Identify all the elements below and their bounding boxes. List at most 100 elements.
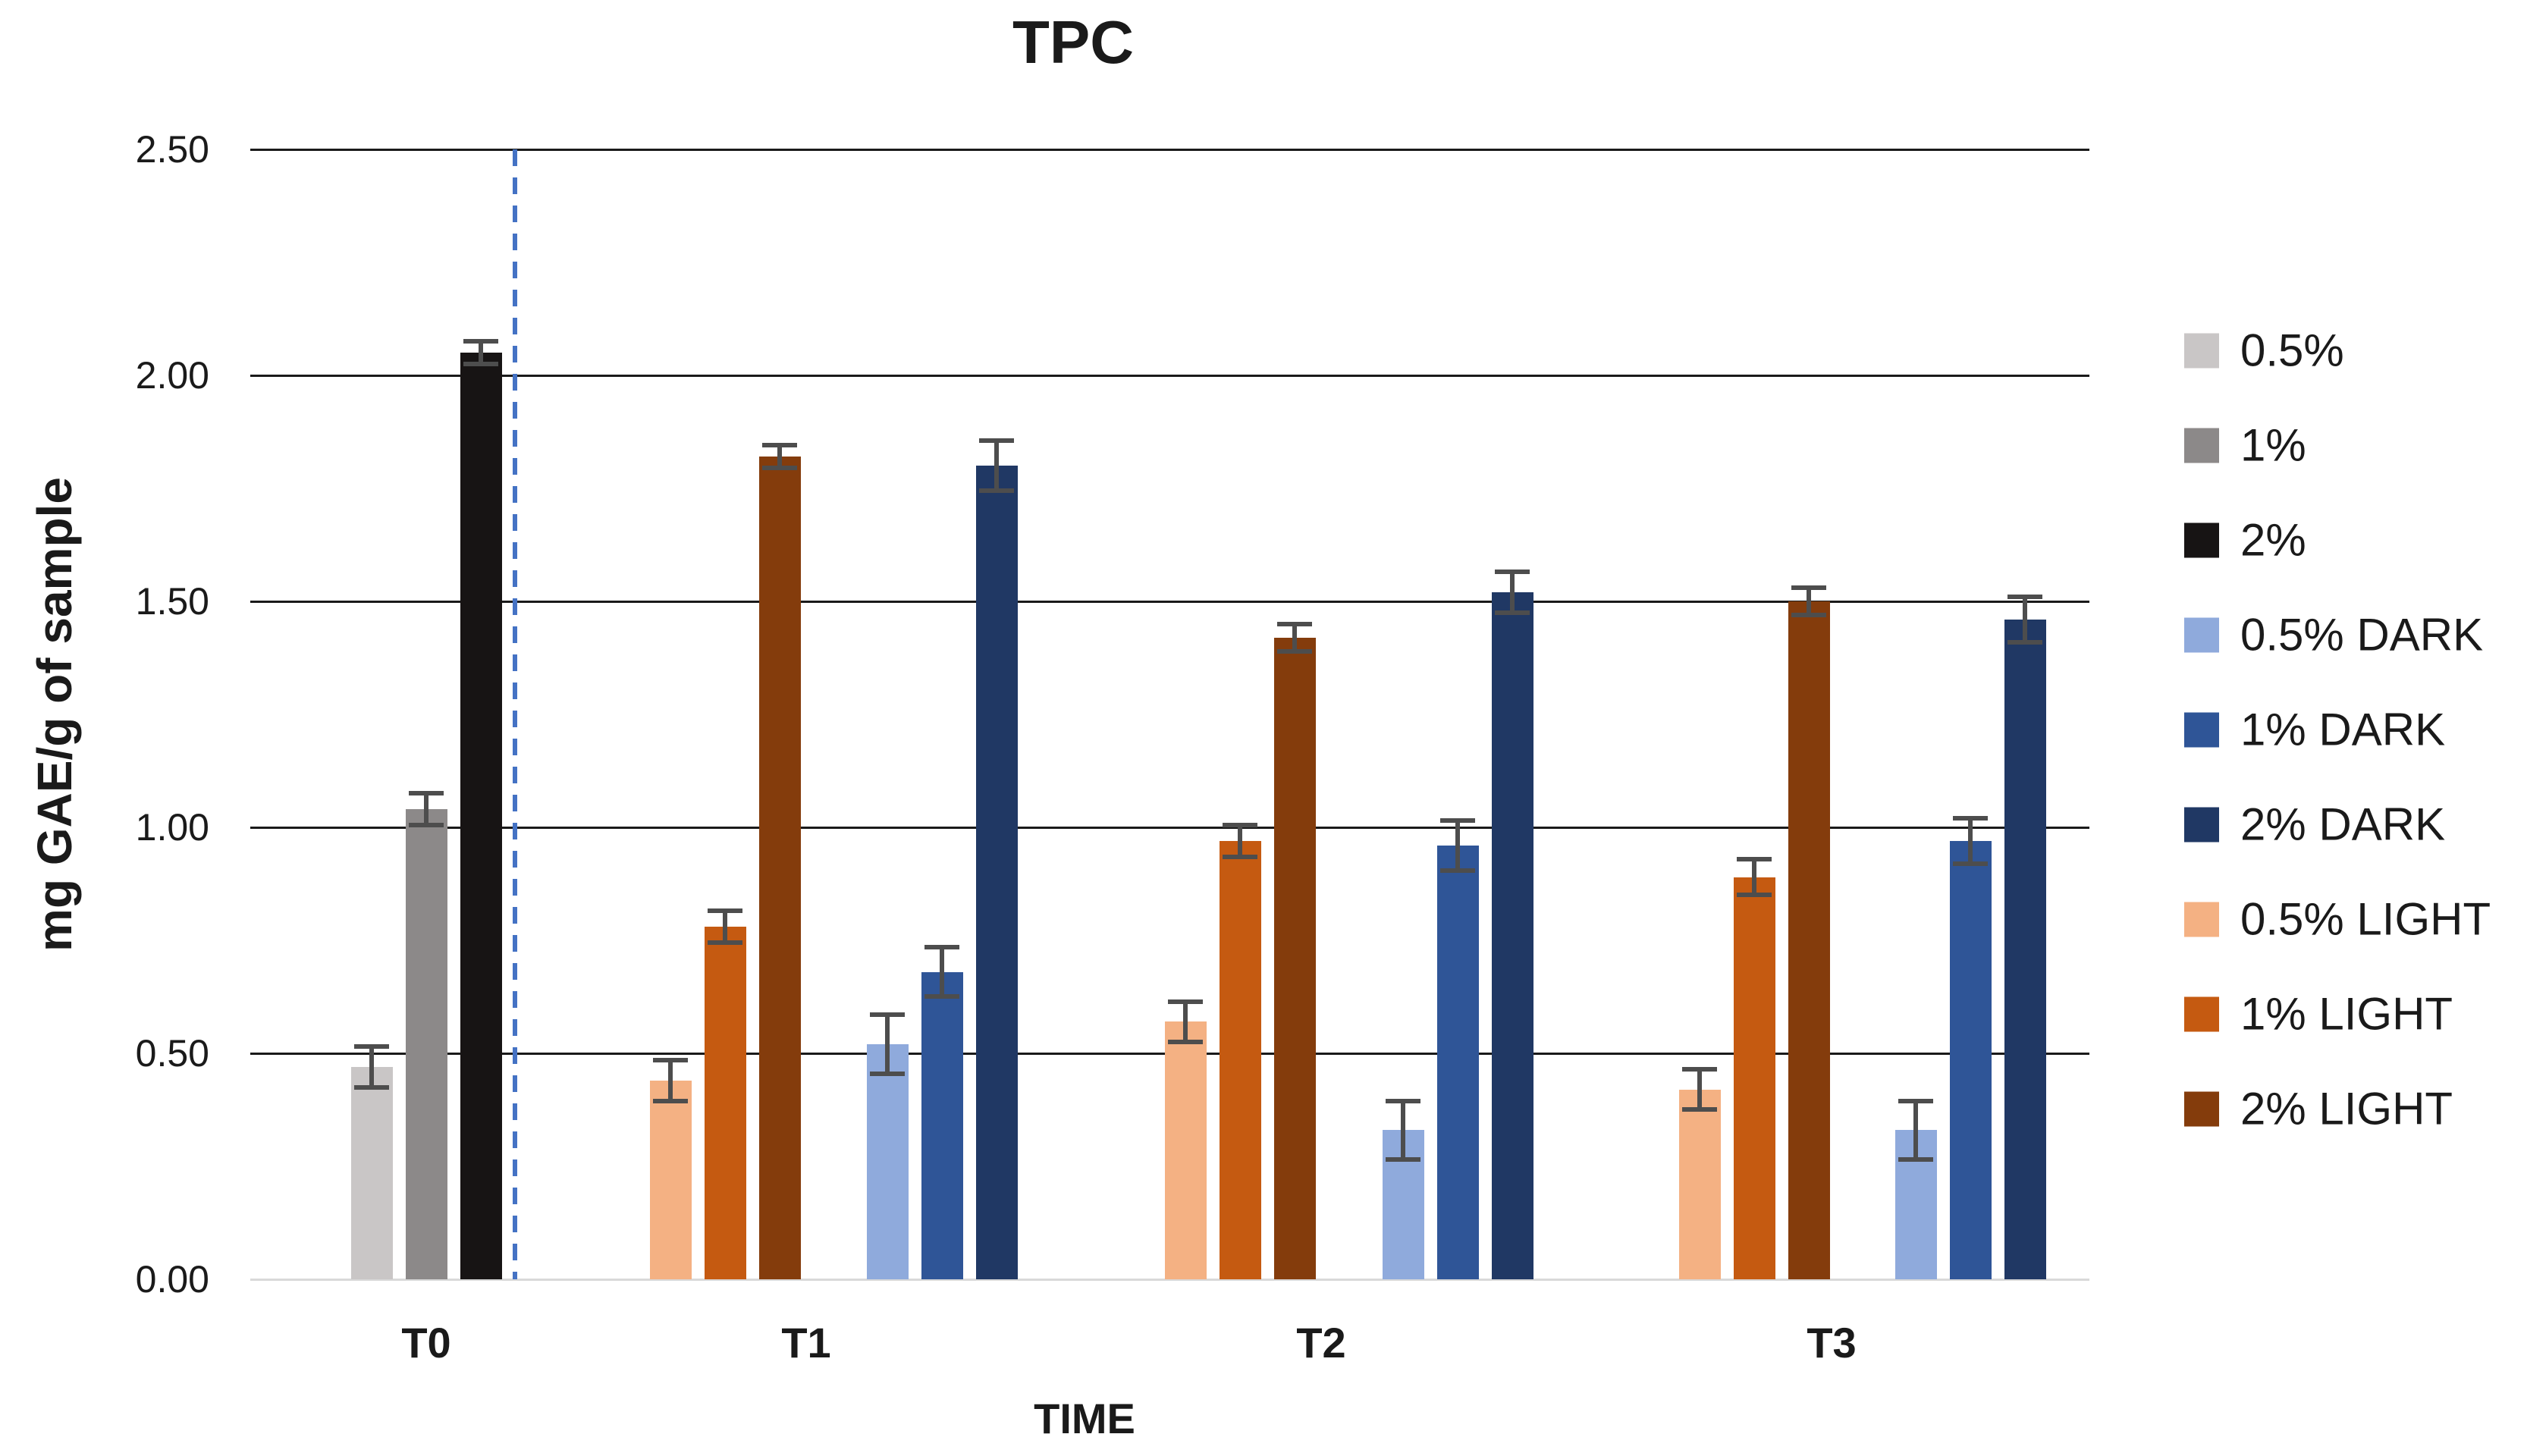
legend-swatch-2-light xyxy=(2184,1091,2219,1126)
bar-t2-1-light xyxy=(1219,840,1261,1279)
legend-label-0-5-dark: 0.5% DARK xyxy=(2240,609,2484,661)
error-bar-line xyxy=(994,438,999,493)
error-bar-cap xyxy=(1682,1066,1717,1072)
x-label-t0: T0 xyxy=(401,1319,451,1367)
error-bar-cap xyxy=(870,1071,905,1076)
bar-t1-2-light xyxy=(758,457,801,1279)
y-tick-label-1.00: 1.00 xyxy=(135,806,209,849)
error-bar-t1-2-dark xyxy=(979,438,1014,493)
legend-item-0-5: 0.5% xyxy=(2184,325,2344,377)
error-bar-cap xyxy=(1737,856,1772,861)
legend-swatch-2 xyxy=(2184,522,2219,557)
bar-t0-0-5 xyxy=(350,1066,393,1279)
gridline-2.00 xyxy=(250,375,2089,377)
error-bar-cap xyxy=(924,994,959,999)
gridline-1.50 xyxy=(250,601,2089,603)
error-bar-line xyxy=(369,1044,374,1090)
error-bar-cap xyxy=(1168,999,1203,1004)
error-bar-cap xyxy=(1682,1107,1717,1112)
error-bar-cap xyxy=(463,362,498,367)
legend-swatch-1-dark xyxy=(2184,712,2219,747)
error-bar-cap xyxy=(1168,1040,1203,1045)
error-bar-t1-1-light xyxy=(708,908,742,945)
legend-item-2-dark: 2% DARK xyxy=(2184,799,2445,851)
legend-item-1-dark: 1% DARK xyxy=(2184,704,2445,756)
error-bar-t3-0-5-light xyxy=(1682,1066,1717,1112)
error-bar-line xyxy=(1807,585,1811,617)
x-axis-title: TIME xyxy=(1034,1395,1135,1442)
error-bar-t2-0-5-dark xyxy=(1386,1098,1420,1163)
bar-t3-1-dark xyxy=(1949,840,1992,1279)
y-tick-label-0.50: 0.50 xyxy=(135,1032,209,1075)
error-bar-cap xyxy=(653,1057,688,1062)
legend-label-1: 1% xyxy=(2240,419,2306,471)
error-bar-line xyxy=(885,1012,890,1076)
error-bar-cap xyxy=(1791,612,1826,617)
error-bar-cap xyxy=(870,1012,905,1018)
error-bar-t1-2-light xyxy=(762,443,797,471)
legend-item-0-5-dark: 0.5% DARK xyxy=(2184,609,2483,661)
error-bar-t3-2-dark xyxy=(2007,595,2042,645)
error-bar-cap xyxy=(1953,816,1988,821)
plot-area xyxy=(250,149,2089,1281)
error-bar-cap xyxy=(979,438,1014,444)
legend-label-1-dark: 1% DARK xyxy=(2240,704,2446,755)
error-bar-cap xyxy=(1898,1157,1933,1163)
bar-t0-2 xyxy=(460,353,502,1279)
legend-swatch-1-light xyxy=(2184,996,2219,1031)
error-bar-cap xyxy=(1386,1098,1420,1103)
error-bar-line xyxy=(1183,999,1188,1045)
error-bar-cap xyxy=(409,791,444,796)
y-tick-label-0.00: 0.00 xyxy=(135,1258,209,1301)
error-bar-cap xyxy=(924,944,959,949)
legend-item-1: 1% xyxy=(2184,419,2306,472)
error-bar-t0-0-5 xyxy=(354,1044,389,1090)
bar-t3-2-light xyxy=(1788,601,1830,1279)
legend-swatch-0-5 xyxy=(2184,333,2219,368)
error-bar-t2-2-light xyxy=(1277,621,1312,654)
error-bar-cap xyxy=(653,1098,688,1103)
bar-t1-2-dark xyxy=(975,466,1018,1279)
error-bar-cap xyxy=(708,908,742,914)
error-bar-cap xyxy=(1898,1098,1933,1103)
error-bar-cap xyxy=(409,823,444,827)
legend-label-2-dark: 2% DARK xyxy=(2240,799,2446,850)
bar-t2-0-5-light xyxy=(1164,1021,1207,1279)
legend-item-1-light: 1% LIGHT xyxy=(2184,988,2453,1040)
error-bar-cap xyxy=(354,1044,389,1050)
error-bar-cap xyxy=(708,940,742,945)
bar-t2-2-light xyxy=(1273,637,1316,1279)
x-label-t1: T1 xyxy=(781,1319,831,1367)
y-tick-label-2.00: 2.00 xyxy=(135,354,209,397)
error-bar-t1-0-5-light xyxy=(653,1057,688,1103)
error-bar-cap xyxy=(979,488,1014,493)
error-bar-cap xyxy=(1386,1157,1420,1163)
legend-label-0-5: 0.5% xyxy=(2240,325,2344,376)
error-bar-cap xyxy=(1495,570,1530,575)
bar-t2-2-dark xyxy=(1491,592,1533,1279)
error-bar-t3-0-5-dark xyxy=(1898,1098,1933,1163)
error-bar-line xyxy=(723,908,727,945)
error-bar-t3-1-dark xyxy=(1953,816,1988,866)
error-bar-line xyxy=(424,791,428,827)
error-bar-cap xyxy=(463,339,498,344)
error-bar-t3-2-light xyxy=(1791,585,1826,617)
error-bar-cap xyxy=(2007,595,2042,600)
error-bar-cap xyxy=(1440,868,1475,873)
bar-t3-2-dark xyxy=(2004,619,2046,1279)
bar-t1-0-5-light xyxy=(649,1080,692,1279)
legend-item-0-5-light: 0.5% LIGHT xyxy=(2184,893,2491,946)
error-bar-line xyxy=(2023,595,2027,645)
error-bar-t3-1-light xyxy=(1737,856,1772,898)
error-bar-t1-0-5-dark xyxy=(870,1012,905,1076)
error-bar-t2-0-5-light xyxy=(1168,999,1203,1045)
error-bar-line xyxy=(1510,570,1515,615)
legend-swatch-0-5-light xyxy=(2184,902,2219,937)
error-bar-cap xyxy=(354,1084,389,1090)
error-bar-t0-2 xyxy=(463,339,498,367)
error-bar-t2-1-dark xyxy=(1440,818,1475,873)
error-bar-cap xyxy=(1223,823,1257,828)
error-bar-cap xyxy=(762,466,797,471)
error-bar-cap xyxy=(1495,610,1530,615)
